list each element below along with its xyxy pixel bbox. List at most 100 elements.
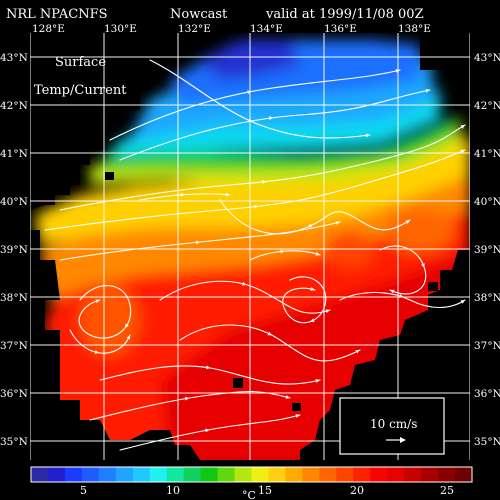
lon-label: 132°E bbox=[178, 23, 211, 35]
current-streamline bbox=[59, 124, 466, 211]
colorbar-cell bbox=[217, 467, 236, 482]
current-arrowhead bbox=[395, 69, 400, 73]
colorbar-cell bbox=[336, 467, 354, 482]
colorbar-cell bbox=[115, 467, 134, 482]
current-arrowhead bbox=[126, 335, 131, 340]
lat-label: 37°N bbox=[474, 340, 500, 352]
colorbar-cell bbox=[285, 467, 303, 482]
current-arrowhead bbox=[195, 240, 201, 245]
lat-label: 40°N bbox=[474, 196, 500, 208]
current-streamline bbox=[44, 149, 466, 231]
current-arrowhead bbox=[247, 118, 253, 123]
current-arrowhead bbox=[315, 251, 320, 256]
current-streamline bbox=[159, 280, 331, 314]
current-arrowhead bbox=[225, 192, 230, 197]
current-arrowhead bbox=[325, 309, 330, 314]
colorbar-cell bbox=[64, 467, 83, 482]
colorbar-cell bbox=[149, 467, 168, 482]
lat-label: 41°N bbox=[474, 148, 500, 160]
colorbar-cell bbox=[404, 467, 422, 482]
latitude-labels-left: 43°N 42°N 41°N 40°N 39°N 38°N 37°N 36°N … bbox=[0, 52, 28, 448]
colorbar-cell bbox=[268, 467, 286, 482]
colorbar-tick: 15 bbox=[258, 484, 272, 497]
lat-label: 39°N bbox=[474, 244, 500, 256]
surface-current-streamlines bbox=[44, 59, 466, 451]
current-arrowhead bbox=[295, 414, 300, 418]
current-arrowhead bbox=[405, 220, 410, 224]
current-arrowhead bbox=[262, 180, 267, 184]
velocity-scale-box: 10 cm/s bbox=[339, 397, 445, 455]
lon-label: 130°E bbox=[104, 23, 137, 35]
colorbar-cell bbox=[438, 467, 456, 482]
colorbar-tick: 20 bbox=[350, 484, 364, 497]
lat-label: 39°N bbox=[0, 244, 28, 256]
lat-label: 43°N bbox=[474, 52, 500, 64]
colorbar-tick: 10 bbox=[166, 484, 180, 497]
colorbar-cell bbox=[183, 467, 202, 482]
current-arrowhead bbox=[95, 299, 100, 304]
map-label-surface: Surface bbox=[55, 55, 106, 70]
lat-label: 43°N bbox=[0, 52, 28, 64]
lat-label: 42°N bbox=[0, 100, 28, 112]
colorbar-cell bbox=[166, 467, 185, 482]
header-forecast-type: Nowcast bbox=[170, 7, 228, 22]
current-streamline bbox=[339, 292, 466, 309]
current-streamline bbox=[179, 324, 361, 362]
lat-label: 42°N bbox=[474, 100, 500, 112]
current-streamline bbox=[119, 89, 431, 161]
colorbar-cell bbox=[251, 467, 269, 482]
lon-label: 136°E bbox=[324, 23, 357, 35]
current-arrowhead bbox=[460, 125, 465, 129]
lat-label: 40°N bbox=[0, 196, 28, 208]
colorbar-cell bbox=[132, 467, 151, 482]
current-arrowhead bbox=[315, 379, 320, 383]
colorbar-cell bbox=[31, 467, 49, 482]
current-arrowhead bbox=[242, 281, 247, 286]
current-streamline bbox=[99, 365, 321, 385]
current-streamline bbox=[282, 276, 327, 324]
colorbar-cells bbox=[31, 467, 473, 482]
current-arrowhead bbox=[184, 396, 190, 401]
current-arrowhead bbox=[460, 149, 465, 154]
current-streamline bbox=[59, 221, 341, 261]
current-streamline bbox=[109, 69, 401, 141]
current-arrowhead bbox=[355, 350, 360, 354]
current-arrowhead bbox=[308, 224, 314, 229]
current-streamline bbox=[89, 391, 291, 421]
current-arrowhead bbox=[180, 192, 185, 197]
current-arrowhead bbox=[398, 294, 404, 298]
current-streamline bbox=[249, 250, 321, 261]
lat-label: 41°N bbox=[0, 148, 28, 160]
colorbar-cell bbox=[387, 467, 405, 482]
header-model-name: NRL NPACNFS bbox=[6, 7, 108, 22]
current-streamline bbox=[149, 59, 371, 139]
current-streamline bbox=[69, 329, 131, 354]
current-arrowhead bbox=[280, 249, 285, 254]
lon-label: 128°E bbox=[32, 23, 65, 35]
lat-label: 38°N bbox=[0, 292, 28, 304]
current-arrowhead bbox=[124, 323, 129, 328]
current-arrowhead bbox=[254, 204, 259, 209]
current-streamline bbox=[78, 285, 132, 339]
current-arrowhead bbox=[460, 300, 465, 304]
current-arrowhead bbox=[205, 428, 210, 433]
colorbar-cell bbox=[455, 467, 473, 482]
current-arrowhead bbox=[206, 365, 211, 370]
current-arrowhead bbox=[269, 116, 274, 121]
colorbar-cell bbox=[319, 467, 337, 482]
latitude-labels-right: 43°N 42°N 41°N 40°N 39°N 38°N 37°N 36°N … bbox=[474, 52, 500, 448]
colorbar-tick: 25 bbox=[440, 484, 454, 497]
lon-label: 138°E bbox=[398, 23, 431, 35]
temperature-colorbar: 5 10 15 20 25 °C bbox=[30, 466, 473, 500]
colorbar-cell bbox=[81, 467, 100, 482]
current-streamline bbox=[119, 414, 301, 451]
current-arrowhead bbox=[285, 395, 290, 399]
current-arrowhead bbox=[310, 318, 315, 322]
colorbar-cell bbox=[234, 467, 252, 482]
lat-label: 35°N bbox=[0, 436, 28, 448]
current-streamline bbox=[379, 245, 427, 295]
current-arrowhead bbox=[425, 88, 430, 93]
lat-label: 37°N bbox=[0, 340, 28, 352]
longitude-labels: 128°E 130°E 132°E 134°E 136°E 138°E bbox=[32, 23, 431, 35]
